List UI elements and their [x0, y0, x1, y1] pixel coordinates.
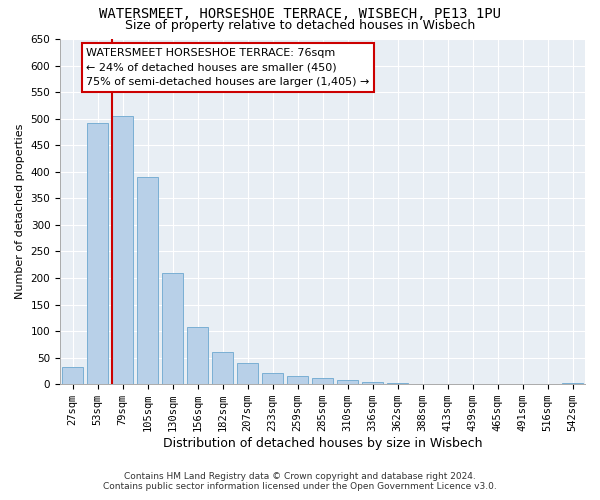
Bar — [212, 352, 233, 384]
Bar — [362, 382, 383, 384]
Bar — [337, 380, 358, 384]
Bar — [262, 372, 283, 384]
Bar — [312, 378, 333, 384]
Bar — [162, 272, 183, 384]
Bar — [237, 363, 258, 384]
Text: Contains HM Land Registry data © Crown copyright and database right 2024.
Contai: Contains HM Land Registry data © Crown c… — [103, 472, 497, 491]
Bar — [562, 382, 583, 384]
X-axis label: Distribution of detached houses by size in Wisbech: Distribution of detached houses by size … — [163, 437, 482, 450]
Bar — [112, 116, 133, 384]
Text: WATERSMEET HORSESHOE TERRACE: 76sqm
← 24% of detached houses are smaller (450)
7: WATERSMEET HORSESHOE TERRACE: 76sqm ← 24… — [86, 48, 370, 87]
Bar — [87, 123, 108, 384]
Bar — [287, 376, 308, 384]
Bar — [62, 367, 83, 384]
Bar — [137, 177, 158, 384]
Y-axis label: Number of detached properties: Number of detached properties — [15, 124, 25, 300]
Text: Size of property relative to detached houses in Wisbech: Size of property relative to detached ho… — [125, 18, 475, 32]
Bar — [387, 382, 408, 384]
Text: WATERSMEET, HORSESHOE TERRACE, WISBECH, PE13 1PU: WATERSMEET, HORSESHOE TERRACE, WISBECH, … — [99, 8, 501, 22]
Bar — [187, 328, 208, 384]
